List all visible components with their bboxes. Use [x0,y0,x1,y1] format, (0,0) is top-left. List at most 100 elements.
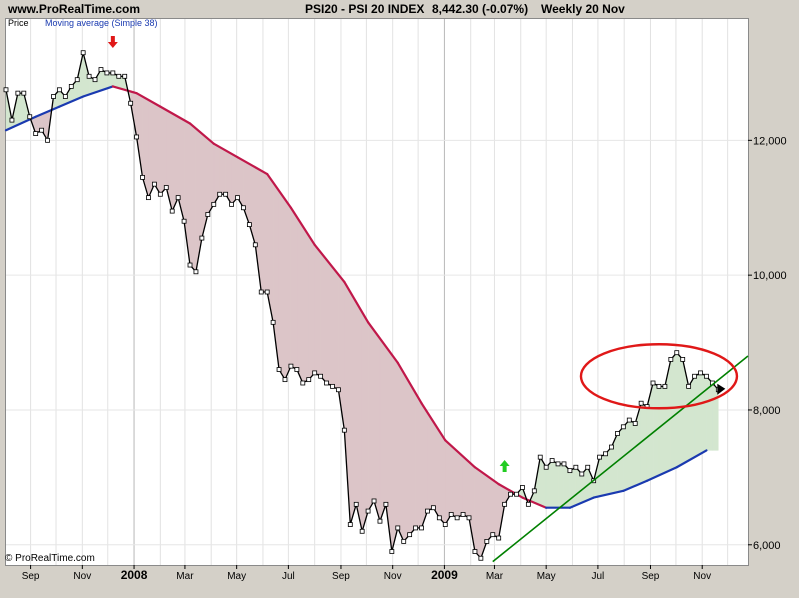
price-point [632,421,638,426]
ma-fill-segment [344,280,351,525]
price-point [45,137,50,143]
ma-fill-segment [664,359,672,474]
ma-fill-segment [433,420,440,519]
price-point [21,90,27,96]
price-point [620,424,626,430]
ma-fill-segment [160,106,167,195]
ma-fill-segment [391,353,399,552]
ma-fill-segment [427,411,434,512]
price-point [626,417,632,423]
price-point [134,134,139,140]
x-tick-label: 2009 [431,568,458,582]
price-point [478,555,484,561]
ma-fill-segment [629,419,636,489]
price-point [223,191,229,197]
ma-fill-segment [474,466,482,559]
price-point [472,549,478,554]
price-point [508,491,513,497]
ma-segment [82,85,114,98]
ma-fill-segment [456,450,464,519]
price-point [573,464,579,470]
price-point [413,525,418,531]
price-point [341,427,347,433]
price-point [609,444,614,450]
ma-fill-segment [177,116,185,222]
ma-segment [645,466,678,482]
price-point [146,195,151,201]
price-point [692,373,697,379]
ma-fill-segment [462,455,470,519]
ma-fill-segment [302,225,309,384]
ma-fill-segment [646,382,654,482]
price-point [490,532,496,538]
ma-segment [236,156,269,176]
price-point [282,377,288,383]
x-tick-label: Mar [486,571,504,582]
ma-fill-segment [308,234,315,381]
price-point [353,501,359,507]
price-point [163,185,169,190]
price-point [175,195,181,201]
ma-segment [366,321,399,364]
price-point [395,525,401,531]
ma-fill-segment [688,375,695,461]
ma-segment [444,439,477,469]
price-point [567,468,573,474]
ma-fill-segment [367,321,375,512]
price-point [466,515,472,521]
price-point [336,387,341,393]
ma-fill-segment [415,392,422,529]
ma-segment [568,496,595,509]
ma-fill-segment [332,266,339,391]
price-point [217,191,223,197]
price-point [74,77,80,83]
price-point [365,508,371,514]
price-point [86,73,92,79]
price-point [419,525,424,531]
price-point [383,501,389,507]
up-arrow-icon [499,460,510,472]
ma-segment [343,280,370,324]
price-point [264,289,270,295]
ma-segment [473,466,500,486]
price-point [484,539,490,544]
price-point [502,501,508,507]
ma-fill-segment [551,460,559,508]
price-point [187,262,193,268]
x-tick-label: Sep [642,571,660,582]
price-point [496,535,502,541]
price-point [288,363,294,369]
ma-fill-segment [492,479,499,539]
grid [6,19,748,565]
price-point [680,357,686,362]
price-point [656,383,662,389]
price-point [460,512,466,517]
ma-fill-segment [373,329,381,522]
ma-fill-segment [314,244,321,377]
price-point [543,464,549,470]
ma-fill-segment [670,352,678,471]
price-point [638,400,644,406]
ma-segment [58,95,85,108]
site-name[interactable]: www.ProRealTime.com [8,2,141,16]
price-point [531,488,537,494]
x-tick-label: Sep [22,571,40,582]
price-point [377,518,383,524]
price-point [347,522,353,527]
price-point [330,383,335,389]
price-point [300,380,306,386]
price-point [585,464,591,470]
price-point [359,528,365,534]
ma-fill-segment [350,291,357,525]
price-point [15,90,21,96]
ma-fill-segment [320,251,327,384]
instrument-title: PSI20 - PSI 20 INDEX [305,2,425,16]
ma-fill-segment [278,190,286,381]
price-point [520,485,525,490]
price-point [674,350,680,356]
ma-fill-segment [154,102,161,196]
price-point [252,242,258,248]
series-layer [3,50,721,561]
ma-fill-segment [450,445,458,519]
